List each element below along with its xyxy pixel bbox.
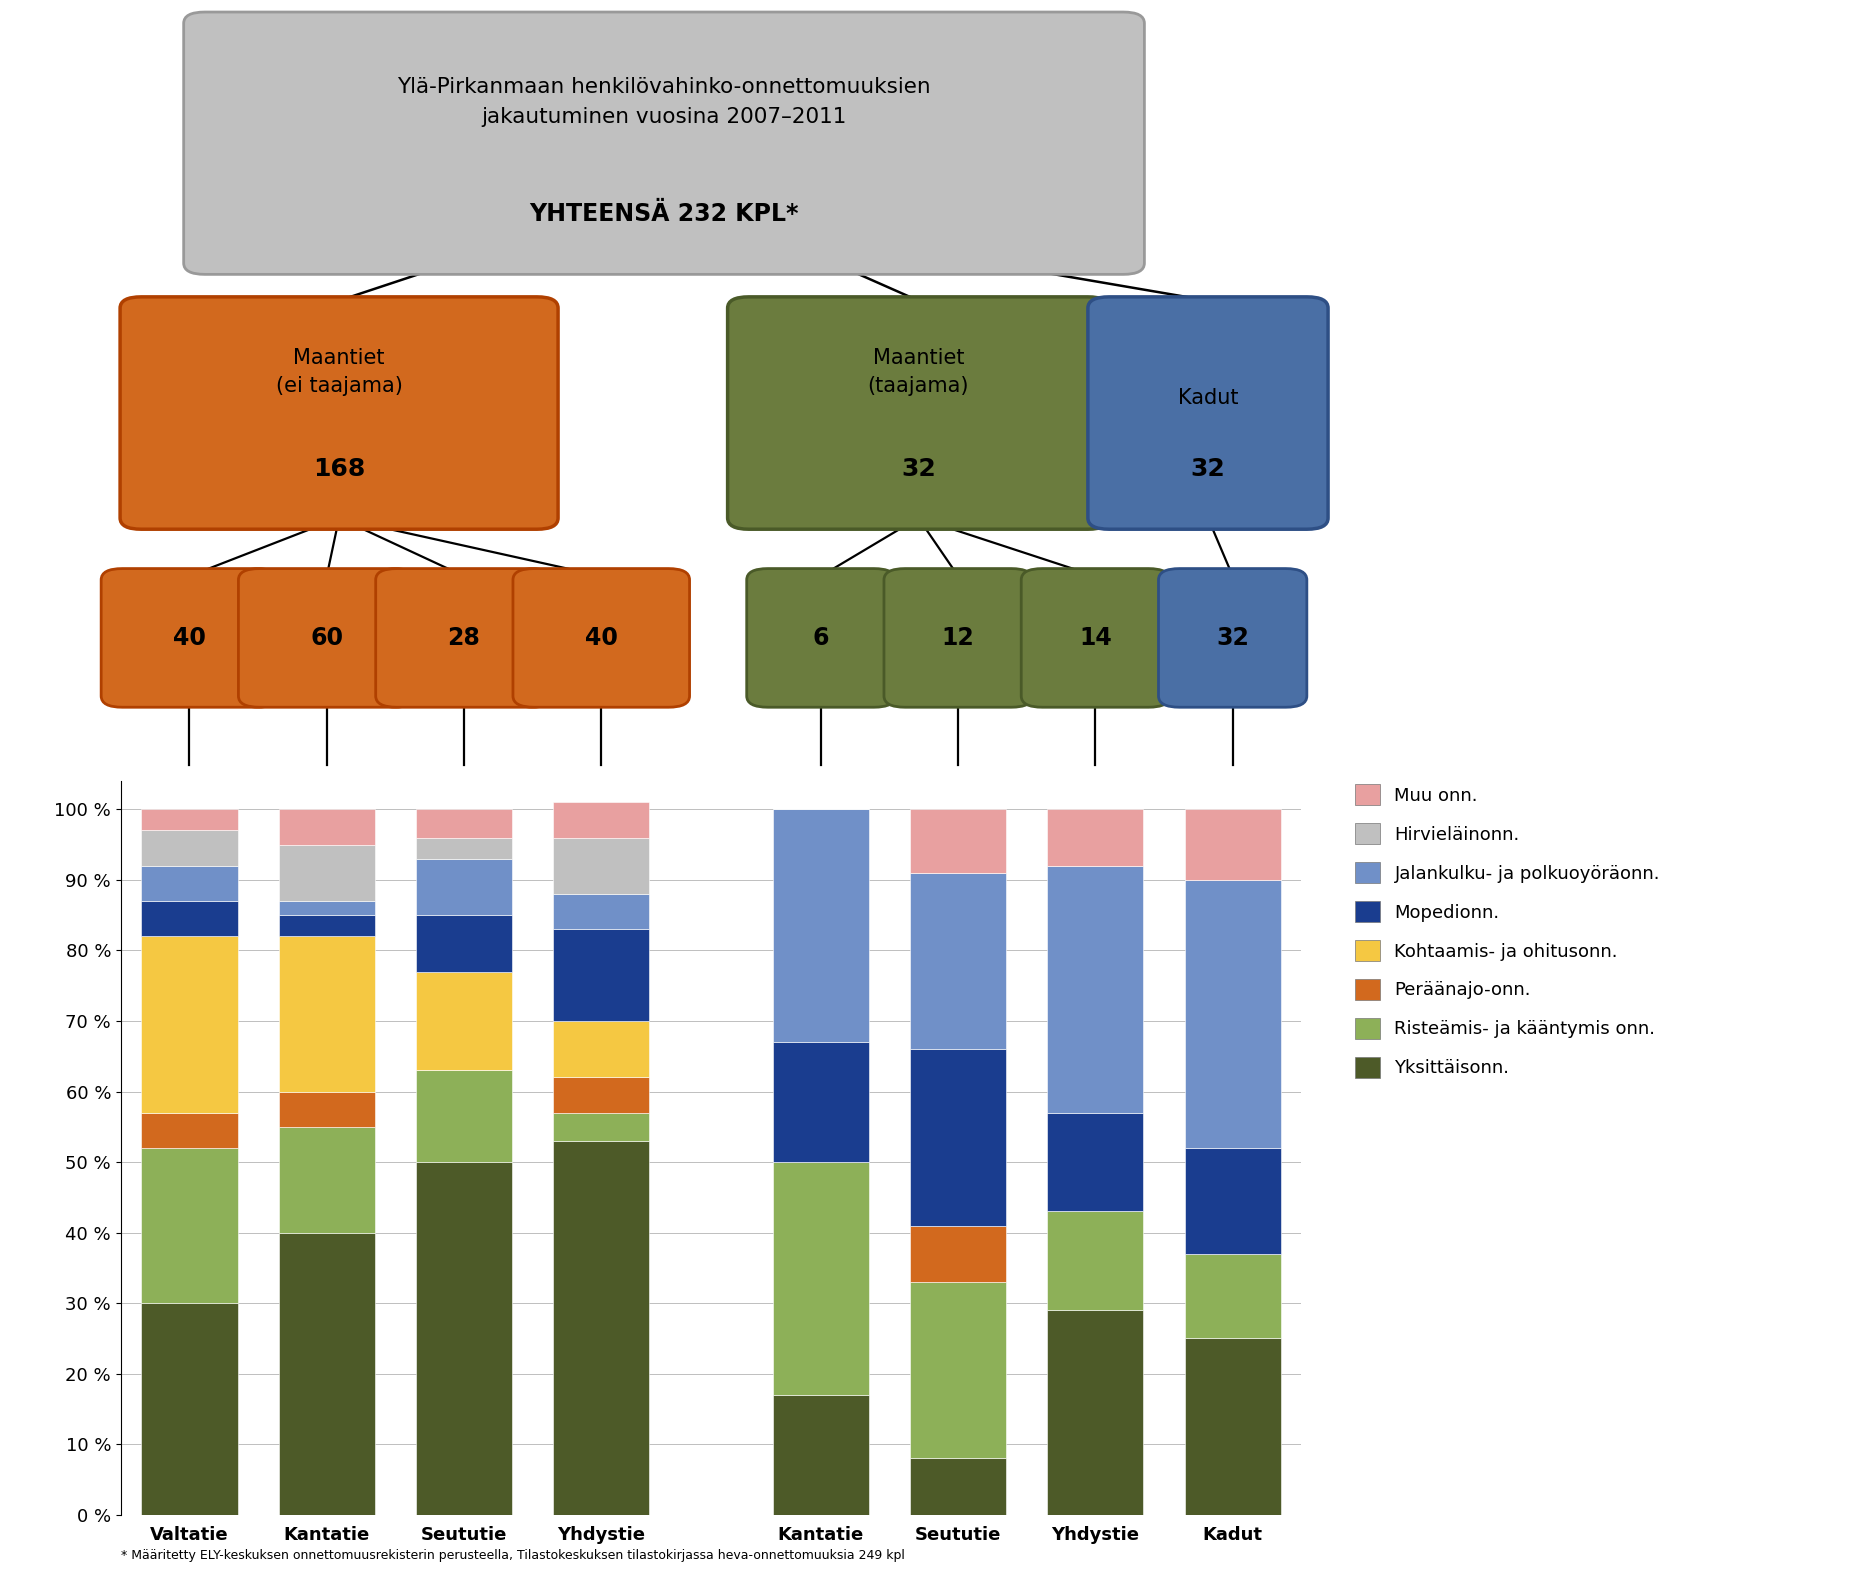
FancyBboxPatch shape — [1158, 568, 1307, 707]
Bar — [279, 936, 376, 1092]
Bar — [279, 844, 376, 901]
Text: 32: 32 — [1216, 626, 1249, 650]
Bar — [141, 1112, 238, 1149]
Bar — [911, 810, 1006, 873]
Bar — [141, 1303, 238, 1515]
Bar — [279, 1127, 376, 1232]
Bar — [279, 810, 376, 844]
Bar — [279, 901, 376, 915]
FancyBboxPatch shape — [121, 297, 558, 529]
Text: 12: 12 — [943, 626, 974, 650]
FancyBboxPatch shape — [513, 568, 690, 707]
Bar — [279, 1232, 376, 1515]
Bar — [1047, 1212, 1143, 1310]
Text: 32: 32 — [1190, 458, 1225, 481]
Bar — [554, 802, 649, 838]
Bar — [554, 929, 649, 1021]
Bar — [416, 1070, 511, 1161]
Bar — [911, 1458, 1006, 1515]
FancyBboxPatch shape — [376, 568, 552, 707]
Text: 168: 168 — [312, 458, 364, 481]
Bar — [416, 810, 511, 838]
Text: Ylä-Pirkanmaan henkilövahinko-onnettomuuksien
jakautuminen vuosina 2007–2011: Ylä-Pirkanmaan henkilövahinko-onnettomuu… — [398, 77, 931, 126]
Bar — [911, 1049, 1006, 1226]
FancyBboxPatch shape — [727, 297, 1110, 529]
Text: 60: 60 — [310, 626, 344, 650]
Bar — [141, 936, 238, 1112]
FancyBboxPatch shape — [885, 568, 1032, 707]
Bar — [279, 915, 376, 936]
Bar — [554, 1112, 649, 1141]
Text: 32: 32 — [902, 458, 935, 481]
Text: 40: 40 — [173, 626, 206, 650]
Text: * Määritetty ELY-keskuksen onnettomuusrekisterin perusteella, Tilastokeskuksen t: * Määritetty ELY-keskuksen onnettomuusre… — [121, 1550, 905, 1562]
Bar — [1184, 810, 1281, 881]
Bar — [554, 1141, 649, 1515]
Bar — [1184, 1149, 1281, 1255]
Bar — [416, 858, 511, 915]
Bar — [911, 1281, 1006, 1458]
Bar — [279, 1092, 376, 1127]
Text: 40: 40 — [586, 626, 617, 650]
Bar — [1047, 810, 1143, 866]
Text: Maantiet
(ei taajama): Maantiet (ei taajama) — [275, 347, 403, 396]
Text: Maantiet
(taajama): Maantiet (taajama) — [868, 347, 969, 396]
Bar — [554, 895, 649, 929]
Bar — [1184, 881, 1281, 1149]
Bar — [1047, 1112, 1143, 1212]
FancyBboxPatch shape — [1088, 297, 1327, 529]
Text: YHTEENSÄ 232 KPL*: YHTEENSÄ 232 KPL* — [530, 202, 799, 226]
FancyBboxPatch shape — [238, 568, 415, 707]
Bar — [1047, 866, 1143, 1112]
Bar — [416, 972, 511, 1070]
Bar — [416, 1161, 511, 1515]
Bar — [416, 838, 511, 858]
Bar — [773, 1161, 868, 1395]
FancyBboxPatch shape — [184, 13, 1145, 275]
FancyBboxPatch shape — [1021, 568, 1169, 707]
Bar — [416, 915, 511, 972]
Bar — [911, 1226, 1006, 1281]
Text: 14: 14 — [1078, 626, 1112, 650]
FancyBboxPatch shape — [747, 568, 894, 707]
Bar — [911, 873, 1006, 1049]
Bar — [773, 1041, 868, 1161]
Bar — [773, 1395, 868, 1515]
Bar — [141, 830, 238, 866]
Legend: Muu onn., Hirvieläinonn., Jalankulku- ja polkuoyöräonn., Mopedionn., Kohtaamis- : Muu onn., Hirvieläinonn., Jalankulku- ja… — [1346, 775, 1669, 1087]
Text: 28: 28 — [448, 626, 480, 650]
Bar — [141, 1149, 238, 1303]
Bar — [773, 810, 868, 1041]
Bar — [141, 866, 238, 901]
Bar — [141, 901, 238, 936]
Bar — [1047, 1310, 1143, 1515]
Bar — [554, 1078, 649, 1112]
Bar — [1184, 1255, 1281, 1338]
Bar — [141, 810, 238, 830]
Bar — [554, 1021, 649, 1078]
Bar — [554, 838, 649, 895]
Text: Kadut: Kadut — [1179, 388, 1238, 409]
Bar — [1184, 1338, 1281, 1515]
Text: 6: 6 — [812, 626, 829, 650]
FancyBboxPatch shape — [100, 568, 277, 707]
